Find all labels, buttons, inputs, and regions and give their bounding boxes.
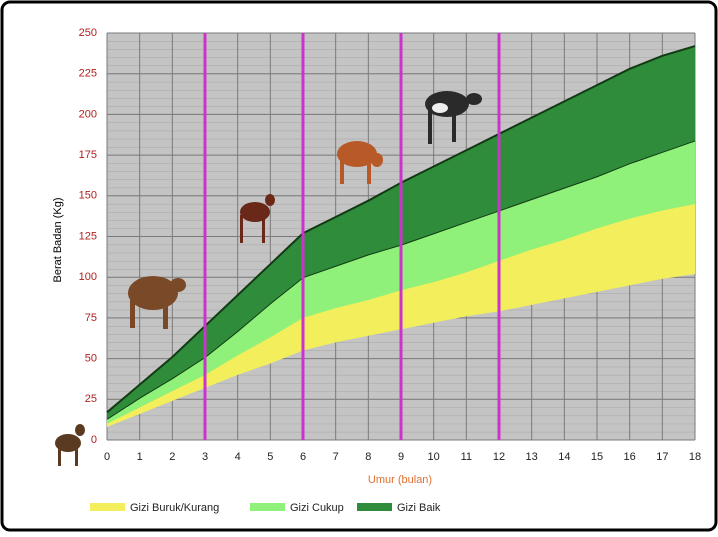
x-tick-label: 5 (267, 451, 273, 463)
y-tick-label: 75 (85, 312, 97, 324)
y-tick-label: 100 (79, 271, 97, 283)
chart: 0255075100125150175200225250012345678910… (0, 0, 718, 532)
y-tick-label: 250 (79, 27, 97, 39)
y-axis-label: Berat Badan (Kg) (52, 198, 64, 283)
y-tick-label: 200 (79, 108, 97, 120)
x-tick-label: 11 (461, 451, 472, 463)
x-tick-label: 10 (428, 451, 440, 463)
x-tick-label: 16 (624, 451, 636, 463)
x-axis-label: Umur (bulan) (368, 474, 432, 486)
y-tick-label: 150 (79, 190, 97, 202)
y-tick-label: 125 (79, 230, 97, 242)
y-tick-label: 25 (85, 393, 97, 405)
legend-swatch (250, 503, 285, 511)
legend-label: Gizi Buruk/Kurang (130, 502, 219, 514)
x-tick-label: 1 (137, 451, 143, 463)
x-tick-label: 12 (493, 451, 505, 463)
x-tick-label: 13 (526, 451, 538, 463)
x-tick-label: 17 (656, 451, 668, 463)
x-tick-label: 2 (169, 451, 175, 463)
x-tick-label: 3 (202, 451, 208, 463)
x-tick-label: 9 (398, 451, 404, 463)
y-tick-label: 0 (91, 434, 97, 446)
x-tick-label: 15 (591, 451, 603, 463)
y-tick-label: 175 (79, 149, 97, 161)
x-tick-label: 0 (104, 451, 110, 463)
x-tick-label: 8 (365, 451, 371, 463)
legend-swatch (357, 503, 392, 511)
x-tick-label: 14 (558, 451, 570, 463)
y-tick-label: 50 (85, 353, 97, 365)
legend-swatch (90, 503, 125, 511)
legend-label: Gizi Baik (397, 502, 441, 514)
x-tick-label: 4 (235, 451, 241, 463)
x-tick-label: 18 (689, 451, 701, 463)
y-tick-label: 225 (79, 68, 97, 80)
x-tick-label: 7 (333, 451, 339, 463)
legend-label: Gizi Cukup (290, 502, 344, 514)
x-tick-label: 6 (300, 451, 306, 463)
